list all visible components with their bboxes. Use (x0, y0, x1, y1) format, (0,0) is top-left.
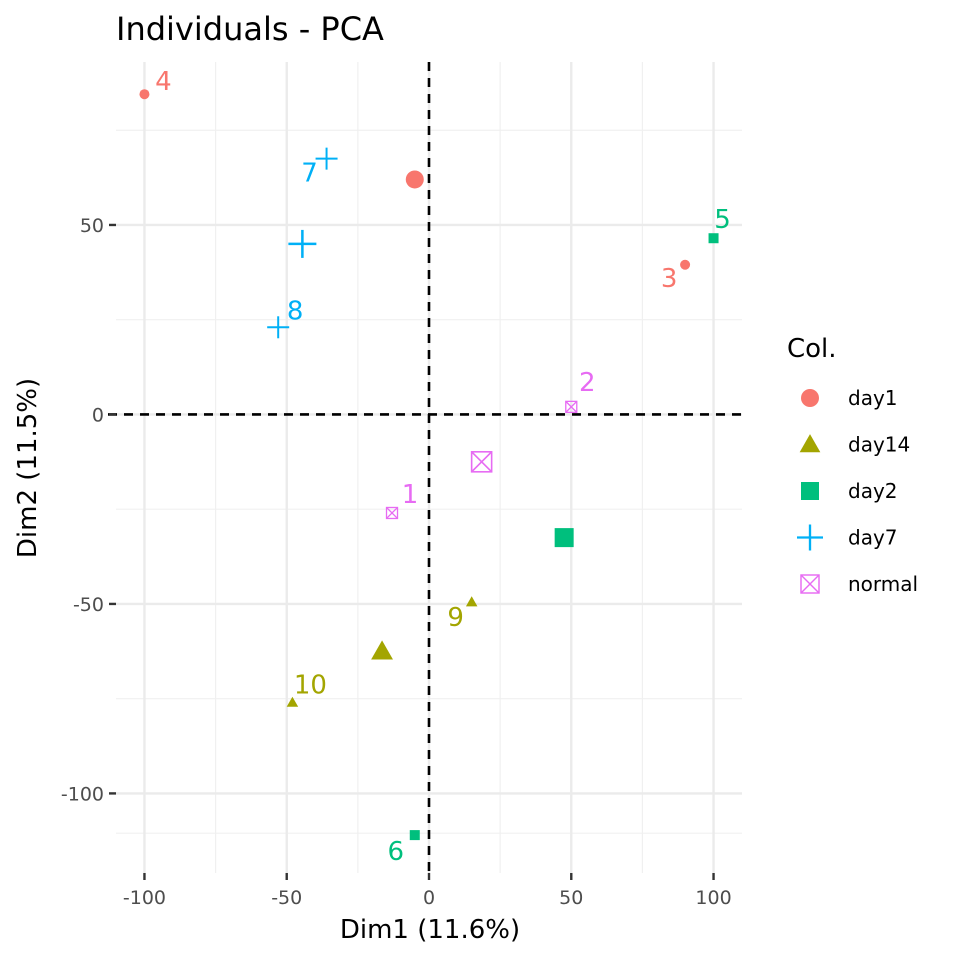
y-axis: -100 -50 0 50 (61, 215, 116, 805)
legend: Col. day1 day14 day2 day7 normal (787, 334, 918, 596)
point-label-4: 4 (155, 67, 172, 97)
point-labels: 1 2 3 4 5 6 7 8 9 10 (155, 67, 731, 867)
point-label-8: 8 (287, 296, 304, 326)
x-tick-label: 50 (559, 887, 583, 909)
point-label-10: 10 (294, 670, 327, 700)
legend-item-day14: day14 (799, 433, 910, 457)
x-axis: -100 -50 0 50 100 (123, 873, 732, 909)
legend-title: Col. (787, 334, 837, 364)
x-tick-label: -100 (123, 887, 166, 909)
legend-item-day7: day7 (797, 524, 898, 551)
point-9 (465, 596, 478, 607)
point-4 (139, 89, 150, 100)
y-axis-title: Dim2 (11.5%) (13, 378, 43, 558)
point-label-9: 9 (447, 603, 464, 633)
y-tick-label: -50 (73, 594, 104, 616)
centroid-day7 (288, 229, 317, 258)
legend-item-day1: day1 (801, 386, 898, 410)
legend-key-day2 (801, 482, 819, 500)
point-label-6: 6 (387, 837, 404, 867)
point-8 (267, 316, 290, 339)
grid-lines (116, 62, 742, 873)
y-tick-label: 50 (80, 215, 104, 237)
legend-label: day7 (848, 526, 898, 550)
legend-item-day2: day2 (801, 479, 898, 503)
data-points (139, 89, 719, 841)
y-tick-label: -100 (61, 783, 104, 805)
x-tick-label: -50 (271, 887, 302, 909)
legend-item-normal: normal (800, 572, 918, 596)
point-5 (708, 233, 719, 244)
legend-key-normal (800, 574, 820, 594)
point-label-2: 2 (579, 368, 596, 398)
centroid-day14 (371, 640, 393, 660)
legend-key-day14 (799, 434, 821, 453)
chart-title: Individuals - PCA (116, 10, 384, 48)
group-centroids (288, 170, 574, 660)
reference-lines (108, 62, 742, 873)
point-7 (315, 147, 338, 170)
point-label-3: 3 (661, 264, 678, 294)
centroid-normal (470, 451, 493, 473)
x-axis-title: Dim1 (11.6%) (340, 915, 520, 945)
point-label-1: 1 (402, 480, 419, 510)
legend-key-day7 (797, 524, 823, 551)
legend-label: day1 (848, 386, 898, 410)
x-tick-label: 100 (695, 887, 731, 909)
legend-label: day14 (848, 433, 910, 457)
x-tick-label: 0 (423, 887, 435, 909)
centroid-day2 (554, 528, 574, 548)
point-label-7: 7 (301, 159, 318, 189)
point-10 (286, 696, 299, 707)
point-3 (680, 259, 691, 270)
point-2 (565, 400, 578, 414)
legend-label: normal (848, 572, 918, 596)
point-1 (385, 506, 399, 520)
point-label-5: 5 (714, 205, 731, 235)
centroid-day1 (405, 170, 424, 189)
y-tick-label: 0 (92, 404, 104, 426)
legend-label: day2 (848, 479, 898, 503)
legend-key-day1 (801, 389, 819, 407)
point-6 (409, 830, 420, 841)
